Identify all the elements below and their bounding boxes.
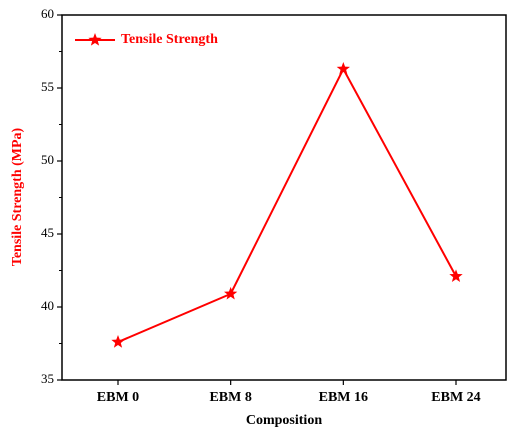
x-tick-label: EBM 24	[431, 390, 480, 405]
data-point	[336, 62, 350, 75]
plot-frame	[61, 14, 507, 381]
data-point	[111, 335, 125, 348]
legend-marker	[88, 33, 102, 46]
y-tick-label: 60	[41, 6, 54, 21]
y-tick-label: 50	[41, 152, 54, 167]
data-point	[224, 286, 238, 300]
y-tick-label: 55	[41, 79, 54, 94]
y-tick-label: 45	[41, 225, 54, 240]
x-tick-label: EBM 16	[319, 390, 368, 405]
data-line	[117, 66, 457, 343]
x-tick-label: EBM 8	[209, 390, 251, 405]
data-point	[449, 269, 463, 282]
y-axis-label: Tensile Strength (MPa)	[10, 127, 25, 266]
x-axis-label: Composition	[246, 413, 322, 428]
y-tick-label: 40	[41, 298, 54, 313]
x-tick-label: EBM 0	[97, 390, 139, 405]
legend-label: Tensile Strength	[121, 32, 218, 47]
y-tick-label: 35	[41, 371, 54, 386]
